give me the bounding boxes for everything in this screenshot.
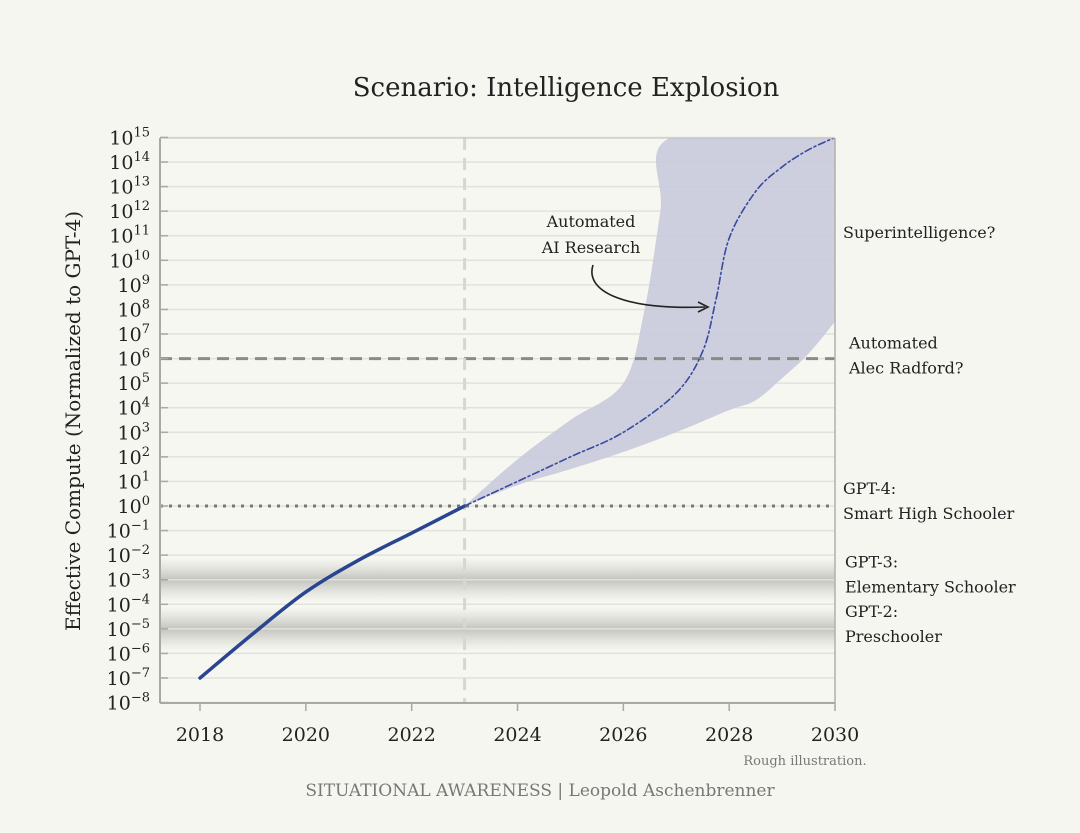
level-label-desc: Elementary Schooler	[845, 578, 1016, 597]
level-label-desc: Preschooler	[845, 627, 942, 646]
reference-label-title: Automated	[848, 334, 938, 353]
chart-title: Scenario: Intelligence Explosion	[353, 73, 780, 103]
historical-line	[198, 504, 467, 680]
x-tick-label: 2024	[493, 724, 541, 746]
y-tick-label: 10−4	[107, 592, 150, 616]
y-tick-label: 105	[118, 371, 150, 395]
x-tick-label: 2022	[388, 724, 436, 746]
arrow-annotation	[591, 264, 706, 309]
label-superintelligence: Superintelligence?	[843, 223, 995, 242]
y-tick-label: 1011	[109, 224, 150, 248]
y-tick-label: 100	[118, 494, 150, 518]
y-tick-label: 109	[118, 273, 150, 297]
arrow-head-icon	[697, 301, 710, 313]
x-tick-label: 2020	[282, 724, 330, 746]
x-tick-label: 2026	[599, 724, 647, 746]
y-tick-label: 10−2	[107, 543, 150, 567]
note-rough-illustration: Rough illustration.	[743, 754, 866, 769]
y-tick-label: 1013	[109, 175, 150, 199]
x-tick-label: 2028	[705, 724, 753, 746]
reference-label-title: GPT-4:	[843, 479, 896, 498]
uncertainty-band	[464, 138, 835, 506]
y-tick-label: 104	[118, 396, 150, 420]
level-label-title: GPT-3:	[845, 553, 898, 572]
y-tick-label: 10−5	[107, 617, 150, 641]
x-tick-label: 2018	[176, 724, 224, 746]
y-tick-label: 1015	[109, 125, 150, 149]
y-tick-label: 10−3	[107, 568, 150, 592]
level-label-title: GPT-2:	[845, 602, 898, 621]
y-tick-label: 10−7	[107, 666, 150, 690]
label-automated-research-2: AI Research	[541, 238, 641, 257]
y-tick-label: 107	[118, 322, 150, 346]
y-tick-label: 108	[118, 297, 150, 321]
y-tick-label: 10−6	[107, 641, 150, 665]
y-tick-label: 106	[118, 347, 150, 371]
x-tick-label: 2030	[811, 724, 859, 746]
reference-label-desc: Alec Radford?	[848, 359, 963, 378]
projected-line	[463, 138, 835, 507]
y-tick-label: 10−8	[107, 691, 150, 715]
y-tick-label: 10−1	[107, 519, 150, 543]
y-tick-label: 101	[118, 469, 150, 493]
y-tick-label: 103	[118, 420, 150, 444]
label-automated-research-1: Automated	[546, 212, 636, 231]
y-tick-label: 1012	[109, 199, 150, 223]
reference-label-desc: Smart High Schooler	[843, 504, 1015, 523]
y-axis-label: Effective Compute (Normalized to GPT-4)	[61, 211, 85, 631]
y-tick-label: 1014	[109, 150, 150, 174]
y-tick-label: 1010	[109, 248, 150, 272]
y-tick-label: 102	[118, 445, 150, 469]
footer-credit: SITUATIONAL AWARENESS | Leopold Aschenbr…	[305, 781, 775, 801]
